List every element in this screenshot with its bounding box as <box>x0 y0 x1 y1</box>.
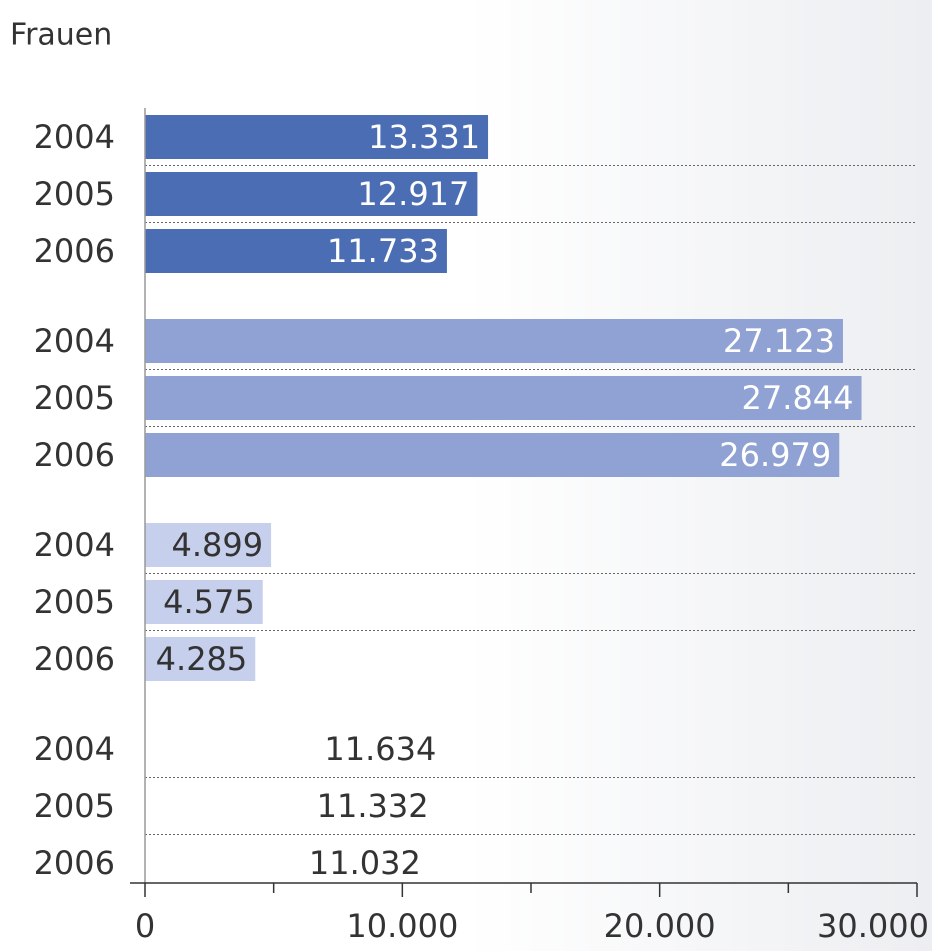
value-label: 27.844 <box>742 379 854 417</box>
y-tick-label: 2004 <box>34 118 115 156</box>
y-tick-label: 2005 <box>34 583 115 621</box>
y-tick-label: 2006 <box>34 640 115 678</box>
x-tick-label: 30.000 <box>817 907 929 945</box>
y-tick-label: 2005 <box>34 787 115 825</box>
value-label: 11.733 <box>327 232 439 270</box>
bar <box>145 376 862 420</box>
y-tick-label: 2006 <box>34 844 115 882</box>
y-tick-label: 2005 <box>34 175 115 213</box>
x-tick-label: 0 <box>135 907 155 945</box>
bar <box>145 580 263 624</box>
y-tick-label: 2005 <box>34 379 115 417</box>
bar <box>145 433 840 477</box>
bar <box>145 637 256 681</box>
value-label: 12.917 <box>357 175 469 213</box>
y-tick-label: 2006 <box>34 232 115 270</box>
value-label: 11.032 <box>309 844 421 882</box>
value-label: 4.899 <box>171 526 263 564</box>
value-label: 4.285 <box>156 640 248 678</box>
y-tick-label: 2004 <box>34 322 115 360</box>
y-tick-label: 2004 <box>34 730 115 768</box>
bar <box>145 319 843 363</box>
x-tick-label: 20.000 <box>604 907 716 945</box>
bar <box>145 115 489 159</box>
value-label: 26.979 <box>719 436 831 474</box>
value-label: 4.575 <box>163 583 255 621</box>
bar <box>145 841 429 885</box>
bar <box>145 727 445 771</box>
bar <box>145 523 272 567</box>
x-tick-label: 10.000 <box>346 907 458 945</box>
y-tick-label: 2004 <box>34 526 115 564</box>
value-label: 13.331 <box>368 118 480 156</box>
chart-title: Frauen <box>10 18 112 53</box>
bar <box>145 784 437 828</box>
value-label: 11.634 <box>324 730 436 768</box>
y-tick-label: 2006 <box>34 436 115 474</box>
bar <box>145 229 447 273</box>
value-label: 11.332 <box>317 787 429 825</box>
bar <box>145 172 478 216</box>
value-label: 27.123 <box>723 322 835 360</box>
